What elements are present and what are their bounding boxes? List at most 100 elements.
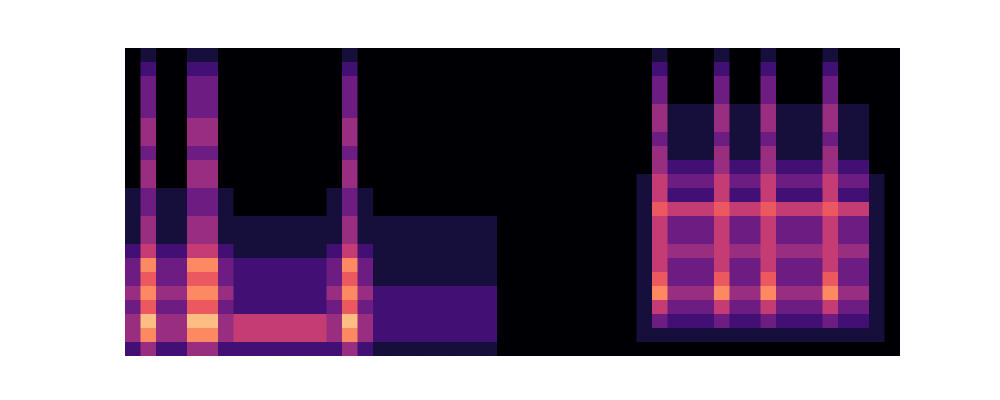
heatmap-cell	[234, 104, 250, 119]
heatmap-cell	[621, 76, 637, 91]
heatmap-cell	[482, 300, 498, 315]
heatmap-cell	[637, 48, 653, 63]
heatmap-cell	[156, 272, 172, 287]
heatmap-cell	[466, 76, 482, 91]
heatmap-cell	[311, 188, 327, 203]
heatmap-cell	[885, 132, 901, 147]
heatmap-cell	[575, 118, 591, 133]
heatmap-cell	[187, 328, 203, 343]
heatmap-cell	[141, 160, 157, 175]
heatmap-cell	[420, 272, 436, 287]
heatmap-cell	[544, 174, 560, 189]
heatmap-cell	[637, 104, 653, 119]
heatmap-cell	[761, 146, 777, 161]
heatmap-cell	[373, 216, 389, 231]
heatmap-cell	[838, 202, 854, 217]
heatmap-cell	[435, 104, 451, 119]
heatmap-cell	[869, 328, 885, 343]
heatmap-cell	[637, 202, 653, 217]
heatmap-cell	[854, 160, 870, 175]
heatmap-cell	[513, 314, 529, 329]
heatmap-cell	[141, 146, 157, 161]
heatmap-cell	[311, 132, 327, 147]
heatmap-cell	[714, 244, 730, 259]
heatmap-cell	[792, 230, 808, 245]
heatmap-cell	[358, 230, 374, 245]
heatmap-cell	[249, 244, 265, 259]
heatmap-cell	[745, 118, 761, 133]
heatmap-cell	[776, 160, 792, 175]
heatmap-cell	[745, 48, 761, 63]
heatmap-cell	[513, 258, 529, 273]
heatmap-cell	[404, 104, 420, 119]
heatmap-cell	[358, 286, 374, 301]
heatmap-cell	[652, 272, 668, 287]
heatmap-cell	[234, 76, 250, 91]
heatmap-cell	[807, 300, 823, 315]
heatmap-cell	[652, 146, 668, 161]
heatmap-cell	[156, 76, 172, 91]
heatmap-cell	[451, 230, 467, 245]
heatmap-cell	[652, 188, 668, 203]
heatmap-cell	[621, 272, 637, 287]
heatmap-cell	[466, 202, 482, 217]
heatmap-cell	[885, 286, 901, 301]
heatmap-cell	[265, 62, 281, 77]
heatmap-cell	[296, 216, 312, 231]
heatmap-cell	[389, 202, 405, 217]
heatmap-cell	[466, 174, 482, 189]
heatmap-cell	[792, 244, 808, 259]
heatmap-cell	[838, 300, 854, 315]
heatmap-cell	[249, 202, 265, 217]
heatmap-cell	[792, 104, 808, 119]
heatmap-cell	[327, 174, 343, 189]
heatmap-cell	[311, 286, 327, 301]
heatmap-cell	[854, 146, 870, 161]
heatmap-cell	[699, 146, 715, 161]
heatmap-cell	[218, 286, 234, 301]
heatmap-cell	[141, 76, 157, 91]
heatmap-cell	[559, 160, 575, 175]
heatmap-cell	[156, 300, 172, 315]
heatmap-cell	[575, 76, 591, 91]
heatmap-cell	[451, 272, 467, 287]
heatmap-cell	[621, 146, 637, 161]
heatmap-cell	[885, 314, 901, 329]
heatmap-cell	[621, 132, 637, 147]
heatmap-cell	[234, 62, 250, 77]
heatmap-cell	[761, 300, 777, 315]
heatmap-cell	[358, 202, 374, 217]
heatmap-cell	[311, 62, 327, 77]
heatmap-cell	[482, 188, 498, 203]
heatmap-cell	[187, 202, 203, 217]
heatmap-cell	[373, 300, 389, 315]
heatmap-cell	[590, 132, 606, 147]
heatmap-cell	[575, 174, 591, 189]
heatmap-cell	[234, 146, 250, 161]
heatmap-cell	[234, 286, 250, 301]
heatmap-cell	[451, 216, 467, 231]
heatmap-cell	[187, 188, 203, 203]
heatmap-cell	[699, 104, 715, 119]
heatmap-cell	[652, 104, 668, 119]
heatmap-cell	[699, 300, 715, 315]
heatmap-cell	[745, 62, 761, 77]
heatmap-cell	[420, 328, 436, 343]
heatmap-cell	[621, 216, 637, 231]
heatmap-cell	[296, 300, 312, 315]
heatmap-cell	[668, 258, 684, 273]
heatmap-cell	[296, 244, 312, 259]
heatmap-cell	[513, 328, 529, 343]
heatmap-cell	[668, 48, 684, 63]
heatmap-cell	[528, 132, 544, 147]
heatmap-cell	[280, 62, 296, 77]
heatmap-cell	[621, 258, 637, 273]
heatmap-cell	[885, 202, 901, 217]
heatmap-cell	[466, 160, 482, 175]
heatmap-cell	[838, 258, 854, 273]
heatmap-cell	[699, 118, 715, 133]
heatmap-cell	[249, 104, 265, 119]
heatmap-cell	[761, 258, 777, 273]
heatmap-cell	[699, 258, 715, 273]
heatmap-cell	[234, 272, 250, 287]
